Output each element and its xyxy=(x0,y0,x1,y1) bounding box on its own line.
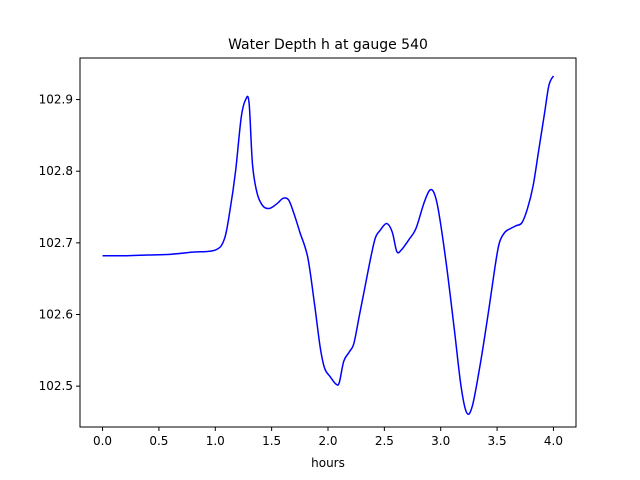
y-tick-label: 102.9 xyxy=(39,93,73,107)
x-tick-label: 0.5 xyxy=(149,434,168,448)
x-tick-label: 4.0 xyxy=(544,434,563,448)
series-layer xyxy=(102,75,555,415)
y-tick-label: 102.5 xyxy=(39,379,73,393)
x-tick-label: 1.0 xyxy=(206,434,225,448)
plot-frame xyxy=(79,57,577,428)
chart-title: Water Depth h at gauge 540 xyxy=(228,37,428,53)
y-tick-label: 102.6 xyxy=(39,308,73,322)
x-axis: 0.0 0.5 1.0 1.5 2.0 2.5 3.0 3.5 4.0 xyxy=(93,427,563,448)
y-axis: 102.5 102.6 102.7 102.8 102.9 xyxy=(39,93,80,393)
x-tick-label: 0.0 xyxy=(93,434,112,448)
x-tick-label: 2.0 xyxy=(318,434,337,448)
x-tick-label: 2.5 xyxy=(375,434,394,448)
x-tick-label: 3.5 xyxy=(488,434,507,448)
x-tick-label: 1.5 xyxy=(262,434,281,448)
x-axis-label: hours xyxy=(311,456,345,470)
y-tick-label: 102.8 xyxy=(39,164,73,178)
series-line-h xyxy=(102,75,555,415)
x-tick-label: 3.0 xyxy=(431,434,450,448)
y-tick-label: 102.7 xyxy=(39,236,73,250)
